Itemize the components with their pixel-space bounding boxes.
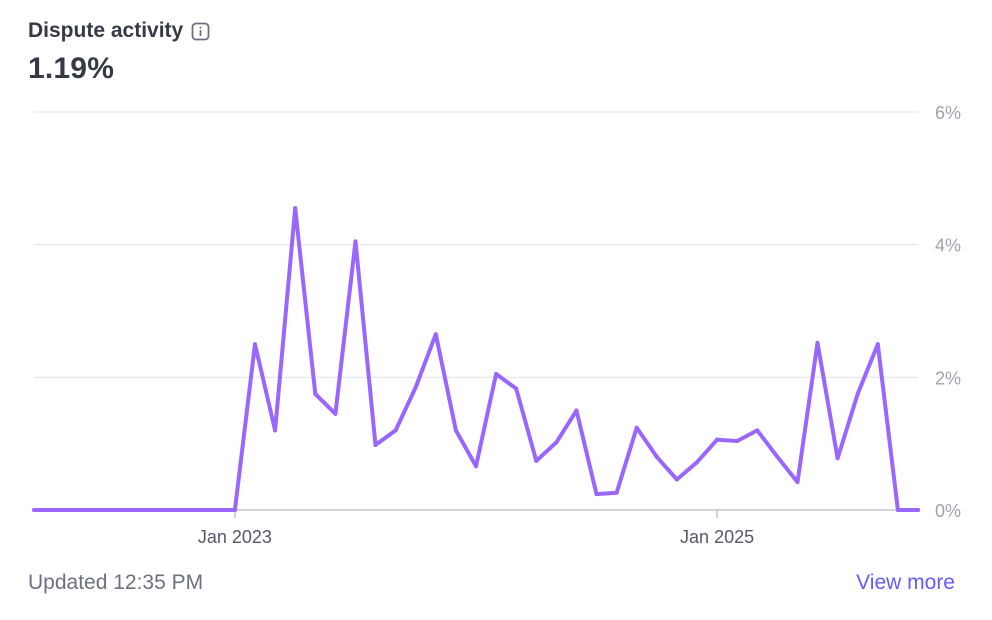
data-point bbox=[755, 428, 760, 433]
data-point bbox=[353, 239, 358, 244]
card-header: Dispute activity 1.19% bbox=[28, 16, 210, 86]
data-point bbox=[775, 454, 780, 459]
data-point bbox=[674, 477, 679, 482]
info-icon[interactable] bbox=[191, 22, 210, 41]
y-tick-label: 6% bbox=[935, 103, 961, 123]
data-point bbox=[433, 332, 438, 337]
data-point bbox=[875, 342, 880, 347]
data-point bbox=[232, 508, 237, 512]
data-point bbox=[474, 464, 478, 469]
title-row: Dispute activity bbox=[28, 16, 210, 46]
data-point bbox=[634, 425, 639, 430]
data-point bbox=[855, 391, 860, 396]
data-point bbox=[212, 508, 217, 512]
data-point bbox=[735, 439, 740, 444]
updated-timestamp: Updated 12:35 PM bbox=[28, 571, 204, 594]
data-point bbox=[654, 454, 659, 459]
data-point bbox=[333, 411, 338, 416]
y-tick-label: 0% bbox=[935, 501, 961, 521]
data-point bbox=[32, 508, 36, 512]
data-point bbox=[795, 480, 800, 485]
data-point bbox=[192, 508, 197, 512]
data-point bbox=[393, 428, 398, 433]
data-point bbox=[554, 440, 559, 445]
data-point bbox=[373, 442, 378, 447]
x-tick-label: Jan 2025 bbox=[680, 527, 754, 547]
view-more-link[interactable]: View more bbox=[856, 571, 955, 594]
data-point bbox=[72, 508, 77, 512]
data-point bbox=[695, 460, 699, 465]
y-tick-label: 2% bbox=[935, 368, 961, 388]
data-point bbox=[916, 508, 920, 512]
y-tick-label: 4% bbox=[935, 236, 961, 256]
data-point bbox=[172, 508, 177, 512]
data-point bbox=[835, 456, 840, 461]
data-point bbox=[52, 508, 57, 512]
data-point bbox=[715, 437, 720, 442]
data-point bbox=[895, 508, 900, 512]
data-point bbox=[92, 508, 97, 512]
data-point bbox=[293, 206, 298, 211]
data-point bbox=[574, 408, 579, 413]
data-point bbox=[413, 385, 418, 390]
data-point bbox=[815, 340, 820, 345]
card-title: Dispute activity bbox=[28, 19, 184, 42]
data-point bbox=[594, 492, 599, 497]
data-point bbox=[313, 391, 318, 396]
data-point bbox=[494, 372, 499, 377]
data-point bbox=[453, 428, 458, 433]
dispute-rate-value: 1.19% bbox=[28, 52, 115, 85]
chart-svg: 0% 2% 4% 6% Jan 2023 Jan 2025 bbox=[32, 103, 961, 547]
data-point bbox=[514, 386, 519, 391]
data-point bbox=[614, 490, 619, 495]
data-point bbox=[253, 342, 257, 347]
data-point bbox=[152, 508, 157, 512]
data-point bbox=[112, 508, 117, 512]
data-point bbox=[534, 458, 539, 463]
data-point bbox=[132, 508, 137, 512]
data-point bbox=[273, 428, 278, 433]
dispute-chart: 0% 2% 4% 6% Jan 2023 Jan 2025 bbox=[0, 90, 992, 560]
x-tick-label: Jan 2023 bbox=[198, 527, 272, 547]
